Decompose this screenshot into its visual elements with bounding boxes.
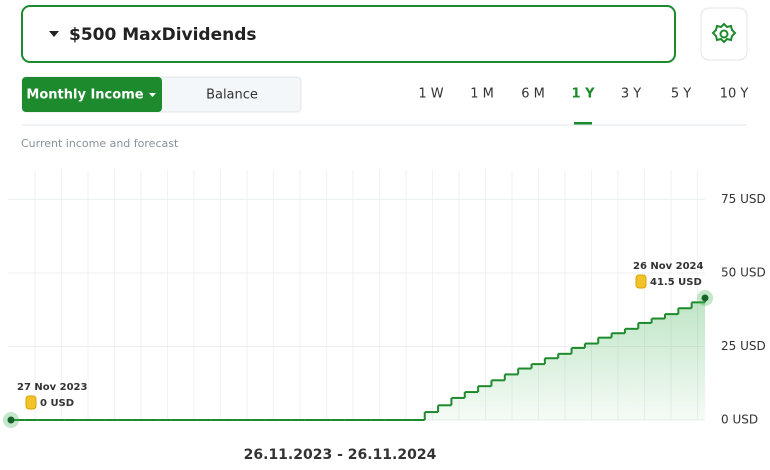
chart-subtitle: Current income and forecast — [21, 137, 179, 150]
date-range: 26.11.2023 - 26.11.2024 — [244, 447, 437, 463]
area-step — [491, 380, 505, 420]
area-step — [544, 358, 559, 420]
portfolio-title: $500 MaxDividends — [69, 25, 257, 45]
area-step — [651, 318, 665, 420]
portfolio-select[interactable] — [21, 5, 676, 63]
range-tab[interactable]: 5 Y — [671, 87, 691, 102]
area-step — [664, 314, 679, 420]
area-step — [478, 386, 492, 420]
toggle-label: Balance — [206, 88, 258, 103]
gear-icon — [711, 22, 737, 44]
area-step — [531, 364, 545, 420]
area-step — [571, 347, 585, 420]
y-tick-label: 25 USD — [721, 339, 766, 353]
toggle-arrow — [149, 93, 156, 97]
active-tab-underline — [574, 122, 592, 125]
area-step — [558, 353, 572, 420]
range-tab[interactable]: 6 M — [521, 87, 545, 102]
area-step — [464, 392, 479, 420]
toggle-label: Monthly Income — [26, 88, 143, 103]
area-step — [624, 328, 639, 420]
area-step — [451, 397, 465, 420]
point-value-label: 0 USD — [40, 398, 74, 409]
range-tab[interactable]: 1 W — [418, 87, 443, 102]
toggle-option[interactable] — [22, 77, 162, 112]
area-step — [438, 405, 452, 420]
range-tab[interactable]: 3 Y — [621, 87, 641, 102]
area-step — [611, 333, 625, 420]
point — [7, 416, 15, 424]
point — [701, 294, 709, 302]
area-step — [678, 308, 692, 420]
dropdown-arrow — [49, 31, 59, 37]
range-tab[interactable]: 10 Y — [720, 87, 749, 102]
range-tab[interactable]: 1 M — [470, 87, 494, 102]
area-step — [638, 322, 652, 420]
point-date: 26 Nov 2024 — [633, 261, 704, 272]
y-tick-label: 50 USD — [721, 265, 766, 279]
coin-icon — [635, 274, 647, 289]
area-step — [504, 374, 519, 420]
area-step — [518, 368, 532, 420]
coin-icon — [25, 395, 37, 410]
point-date: 27 Nov 2023 — [17, 382, 88, 393]
y-tick-label: 75 USD — [721, 192, 766, 206]
area-step — [424, 412, 439, 420]
area-step — [691, 302, 705, 420]
area-step — [584, 343, 599, 420]
settings-button[interactable] — [700, 7, 748, 61]
y-tick-label: 0 USD — [721, 413, 758, 427]
range-tab[interactable]: 1 Y — [572, 87, 596, 102]
point-value-label: 41.5 USD — [650, 277, 702, 288]
area-step — [598, 337, 612, 420]
